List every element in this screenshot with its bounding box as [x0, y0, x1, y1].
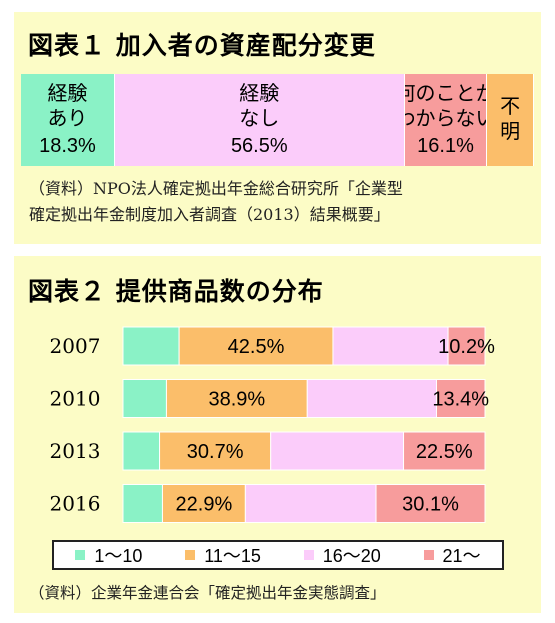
chart-2-data-label: 30.1% — [402, 494, 459, 516]
chart-2-bar-segment — [122, 379, 167, 418]
chart-1-segment-label: 明 — [500, 121, 521, 143]
chart-2-legend: 1～10 11～15 16～20 21～ — [52, 540, 504, 570]
chart-1-segment-0: 経験 あり 18.3% — [21, 74, 115, 166]
chart-2-category-label: 2010 — [50, 387, 101, 411]
source-note-1-line-1: （資料）NPO法人確定拠出年金総合研究所「企業型 — [29, 179, 403, 198]
chart-2-data-label: 42.5% — [228, 336, 285, 358]
chart-1-segment-label: なし — [239, 107, 280, 130]
chart-2-data-label: 10.2% — [438, 336, 495, 358]
legend-label: 16～20 — [322, 546, 381, 566]
chart-2-data-label: 13.4% — [432, 389, 489, 411]
chart-2-category-label: 2016 — [50, 492, 101, 516]
legend-label: 1～10 — [94, 546, 143, 566]
chart-1-segment-label: 何のことか — [405, 82, 487, 105]
chart-1-segment-label: 経験 — [47, 82, 88, 105]
chart-2-bar-segment — [159, 431, 272, 471]
chart-2-category-label: 2007 — [50, 334, 101, 358]
chart-2-plot: 2007 42.5% 10.2% 2010 38.9% 13.4% 2013 30.7% 22.… — [50, 326, 495, 523]
legend-swatch — [303, 550, 314, 560]
chart-2-bar-segment — [403, 431, 486, 471]
chart-2-data-label: 22.5% — [416, 441, 473, 463]
legend-item: 21～ — [423, 542, 481, 568]
chart-2-bar-segment — [306, 379, 437, 418]
chart-2-bar-segment — [122, 431, 161, 471]
chart-panel-2: 図表２ 提供商品数の分布 2007 42.5% 10.2% 2010 38.9% 13.4… — [14, 256, 541, 613]
chart-2-bar-segment — [375, 484, 486, 523]
chart-2-bar-segment — [165, 379, 308, 418]
source-note-1-line-2: 確定拠出年金制度加入者調査（2013）結果概要」 — [29, 205, 390, 224]
chart-1-data-label: 18.3% — [39, 134, 96, 157]
chart-1-segment-2: 何のことかわからない 16.1% — [404, 74, 488, 166]
chart-2-bar-segment — [332, 326, 449, 366]
legend-swatch — [75, 550, 86, 560]
chart-2-title: 図表２ 提供商品数の分布 — [28, 277, 324, 306]
chart-2-bar-segment — [244, 484, 377, 523]
legend-item: 11～15 — [185, 542, 261, 568]
chart-1-segment-label: 不 — [500, 96, 521, 118]
chart-2-bar-segment — [270, 431, 405, 471]
legend-item: 1～10 — [75, 542, 142, 568]
chart-2-bar-segment — [447, 326, 486, 366]
chart-2-data-label: 30.7% — [187, 441, 244, 463]
legend-swatch — [423, 550, 434, 560]
chart-2-bar-segment — [122, 484, 163, 523]
source-note-2: （資料）企業年金連合会「確定拠出年金実態調査」 — [29, 584, 386, 602]
chart-1-segment-3: 不明 — [487, 74, 534, 166]
chart-panel-1: 図表１ 加入者の資産配分変更 経験あり18.3%経験なし56.5%何のことかわか… — [14, 12, 541, 244]
chart-1-segment-label: あり — [47, 107, 88, 130]
legend-item: 16～20 — [303, 542, 381, 568]
legend-label: 21～ — [442, 546, 481, 566]
chart-2-bar-segment — [122, 326, 180, 366]
chart-1-title: 図表１ 加入者の資産配分変更 — [28, 31, 376, 60]
chart-1-data-label: 16.1% — [417, 134, 474, 157]
legend-swatch — [185, 550, 196, 560]
legend-label: 11～15 — [204, 546, 261, 566]
chart-2-data-label: 22.9% — [176, 494, 233, 516]
chart-1-segment-label: 経験 — [239, 82, 280, 105]
chart-2-category-label: 2013 — [50, 439, 101, 463]
chart-1-segment-label: わからない — [405, 107, 487, 130]
chart-1-data-label: 56.5% — [230, 134, 288, 157]
chart-1-segment-1: 経験 なし 56.5% — [114, 74, 405, 166]
chart-2-bar-segment — [178, 326, 334, 366]
chart-2-data-label: 38.9% — [208, 389, 265, 411]
chart-2-bar-segment — [435, 379, 486, 418]
